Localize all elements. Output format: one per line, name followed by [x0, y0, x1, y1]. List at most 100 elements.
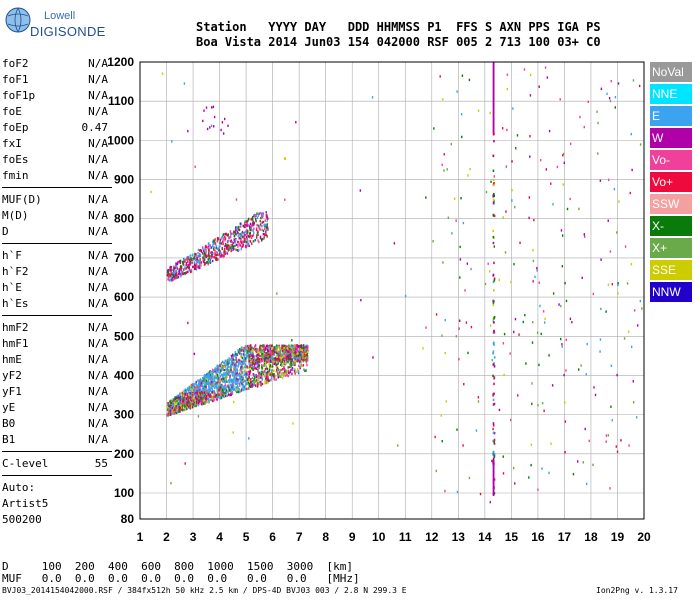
- echo-point: [204, 376, 206, 380]
- echo-point: [254, 238, 257, 242]
- echo-point: [283, 366, 285, 369]
- param-row: foF1p N/A: [2, 88, 112, 104]
- echo-point: [218, 393, 220, 396]
- echo-point: [181, 405, 184, 409]
- echo-point: [176, 273, 178, 277]
- echo-point: [256, 362, 258, 365]
- echo-point: [199, 397, 202, 400]
- echo-point: [210, 374, 213, 377]
- echo-point: [246, 373, 249, 377]
- echo-point: [280, 353, 283, 357]
- echo-point: [225, 246, 228, 249]
- echo-point: [184, 267, 187, 271]
- x-tick-label: 5: [243, 530, 250, 544]
- echo-point: [227, 361, 230, 365]
- echo-point: [245, 239, 247, 242]
- echo-point: [273, 374, 276, 378]
- echo-point: [211, 399, 214, 403]
- echo-point: [299, 356, 302, 359]
- echo-point: [191, 394, 193, 398]
- echo-point: [266, 219, 268, 223]
- echo-point: [492, 301, 495, 304]
- echo-point: [166, 406, 168, 409]
- echo-point: [468, 476, 471, 480]
- echo-point: [217, 383, 220, 386]
- echo-point: [242, 376, 245, 379]
- echo-point: [260, 376, 263, 379]
- echo-point: [623, 337, 626, 340]
- echo-point: [185, 393, 187, 396]
- echo-point: [174, 277, 176, 280]
- echo-point: [220, 252, 223, 255]
- echo-point: [219, 392, 222, 395]
- echo-point: [259, 348, 261, 352]
- echo-point: [216, 250, 218, 254]
- echo-point: [169, 405, 171, 409]
- echo-point: [195, 253, 197, 256]
- echo-point: [219, 250, 222, 253]
- echo-point: [169, 273, 171, 277]
- echo-point: [215, 245, 218, 248]
- echo-point: [231, 372, 233, 375]
- echo-point: [218, 245, 221, 248]
- echo-point: [248, 354, 250, 357]
- echo-point: [620, 439, 622, 442]
- echo-point: [201, 252, 204, 255]
- legend-item-x-: X+: [650, 238, 692, 258]
- echo-point: [212, 380, 214, 383]
- echo-point: [250, 218, 252, 221]
- echo-point: [219, 255, 221, 258]
- echo-point: [255, 228, 258, 231]
- echo-point: [225, 361, 228, 365]
- echo-point: [253, 355, 255, 358]
- echo-point: [293, 370, 296, 373]
- echo-point: [244, 365, 246, 369]
- echo-point: [194, 252, 196, 256]
- echo-point: [174, 273, 177, 276]
- echo-point: [188, 266, 190, 269]
- echo-point: [252, 215, 254, 219]
- echo-point: [245, 348, 247, 351]
- echo-point: [233, 376, 235, 379]
- echo-point: [461, 74, 464, 77]
- echo-point: [175, 402, 178, 406]
- echo-point: [228, 361, 231, 364]
- param-name: hmF1: [2, 337, 29, 350]
- echo-point: [263, 361, 265, 364]
- echo-point: [170, 399, 173, 402]
- echo-point: [167, 273, 169, 276]
- echo-point: [255, 355, 257, 358]
- echo-point: [580, 364, 582, 367]
- echo-point: [192, 397, 194, 401]
- echo-point: [200, 401, 202, 404]
- echo-point: [294, 353, 296, 357]
- echo-point: [208, 401, 210, 404]
- echo-point: [256, 216, 259, 219]
- echo-point: [247, 373, 249, 376]
- echo-point: [238, 228, 241, 232]
- echo-point: [247, 349, 249, 353]
- echo-point: [213, 240, 215, 243]
- echo-point: [190, 401, 192, 405]
- echo-point: [200, 390, 203, 394]
- echo-point: [278, 358, 280, 361]
- param-name: foEp: [2, 121, 29, 134]
- echo-point: [266, 225, 268, 229]
- param-value: N/A: [88, 265, 108, 278]
- echo-point: [182, 263, 185, 266]
- echo-point: [198, 379, 200, 382]
- echo-point: [207, 245, 210, 248]
- echo-point: [237, 379, 239, 382]
- echo-point: [223, 361, 225, 364]
- echo-point: [250, 361, 252, 365]
- echo-point: [204, 245, 207, 249]
- echo-point: [203, 253, 205, 256]
- echo-point: [235, 356, 237, 359]
- echo-point: [224, 252, 226, 256]
- echo-point: [207, 379, 210, 382]
- echo-point: [267, 379, 269, 382]
- echo-point: [492, 422, 495, 425]
- echo-point: [191, 388, 194, 391]
- param-value: N/A: [88, 385, 108, 398]
- echo-point: [224, 384, 226, 387]
